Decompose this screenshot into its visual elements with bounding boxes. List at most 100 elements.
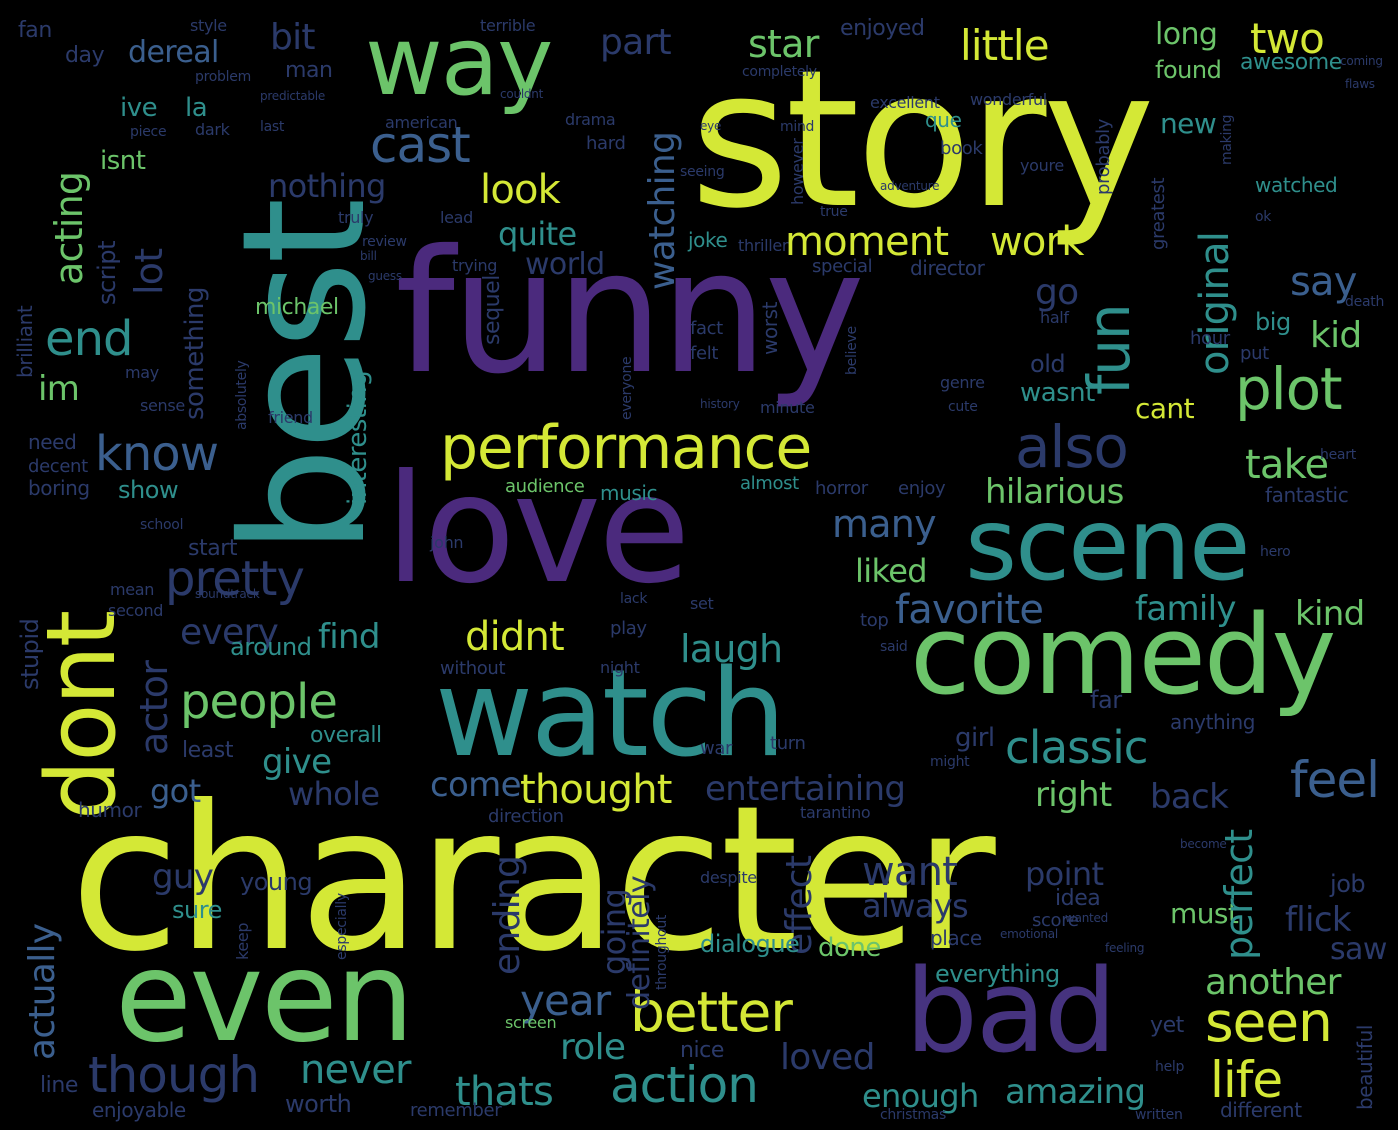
- word-ending: ending: [487, 855, 528, 975]
- word-kind: kind: [1295, 594, 1365, 634]
- word-something: something: [180, 287, 210, 420]
- word-isnt: isnt: [100, 146, 146, 176]
- word-history: history: [700, 397, 740, 411]
- word-night: night: [600, 658, 640, 677]
- word-scene: scene: [965, 486, 1251, 603]
- word-almost: almost: [740, 473, 799, 494]
- word-work: work: [990, 219, 1084, 265]
- word-story: story: [690, 29, 1155, 250]
- word-done: done: [818, 933, 881, 963]
- word-tarantino: tarantino: [800, 803, 871, 822]
- word-people: people: [180, 674, 338, 730]
- word-dont: dont: [27, 611, 137, 820]
- word-amazing: amazing: [1005, 1072, 1146, 1112]
- word-seen: seen: [1205, 990, 1333, 1054]
- word-idea: idea: [1055, 886, 1101, 911]
- word-character: character: [70, 763, 996, 996]
- word-bad: bad: [905, 945, 1117, 1079]
- word-thriller: thriller: [738, 236, 789, 255]
- word-drama: drama: [565, 110, 616, 129]
- word-absolutely: absolutely: [234, 360, 250, 430]
- word-actually: actually: [22, 923, 63, 1060]
- word-screen: screen: [505, 1013, 557, 1032]
- word-role: role: [560, 1027, 626, 1068]
- word-beautiful: beautiful: [1353, 1024, 1377, 1110]
- word-second: second: [108, 601, 164, 620]
- word-cute: cute: [948, 399, 978, 415]
- word-special: special: [812, 256, 873, 277]
- word-score: score: [1032, 910, 1079, 931]
- word-quite: quite: [498, 215, 577, 253]
- word-must: must: [1170, 897, 1239, 930]
- word-classic: classic: [1005, 721, 1149, 774]
- word-american: american: [385, 113, 458, 132]
- word-music: music: [600, 481, 658, 505]
- word-moment: moment: [785, 219, 949, 265]
- word-look: look: [480, 167, 561, 213]
- word-hilarious: hilarious: [985, 472, 1124, 512]
- word-definitely: definitely: [622, 875, 657, 1010]
- word-awesome: awesome: [1240, 50, 1342, 75]
- word-feel: feel: [1290, 751, 1380, 809]
- word-liked: liked: [855, 552, 928, 590]
- word-though: though: [88, 1046, 260, 1104]
- word-family: family: [1135, 589, 1237, 629]
- word-joke: joke: [688, 228, 728, 252]
- word-wanted: wanted: [1065, 911, 1109, 925]
- word-dereal: dereal: [128, 35, 219, 70]
- word-problem: problem: [195, 69, 251, 85]
- word-comedy: comedy: [910, 591, 1337, 719]
- word-dark: dark: [195, 120, 230, 139]
- word-ok: ok: [1255, 209, 1272, 225]
- word-john: john: [430, 533, 464, 552]
- word-feeling: feeling: [1105, 941, 1145, 955]
- word-mean: mean: [110, 580, 155, 599]
- word-become: become: [1180, 837, 1227, 851]
- word-young: young: [240, 868, 313, 896]
- word-half: half: [1040, 308, 1069, 327]
- word-yet: yet: [1150, 1013, 1184, 1038]
- word-last: last: [260, 119, 285, 135]
- word-coming: coming: [1340, 54, 1383, 68]
- word-life: life: [1210, 1051, 1283, 1109]
- word-remember: remember: [410, 1100, 502, 1121]
- word-man: man: [285, 58, 333, 83]
- word-la: la: [185, 93, 208, 123]
- word-felt: felt: [690, 343, 719, 364]
- word-greatest: greatest: [1148, 177, 1169, 250]
- word-friend: friend: [268, 408, 313, 427]
- word-another: another: [1205, 962, 1341, 1003]
- word-making: making: [1219, 114, 1235, 165]
- word-written: written: [1135, 1107, 1183, 1123]
- word-mind: mind: [780, 119, 815, 135]
- word-sequel: sequel: [480, 275, 505, 345]
- word-flaws: flaws: [1345, 77, 1375, 91]
- word-sure: sure: [172, 896, 222, 924]
- word-lot: lot: [127, 248, 171, 295]
- word-couldnt: couldnt: [500, 87, 544, 101]
- word-bill: bill: [360, 249, 377, 263]
- word-never: never: [300, 1047, 412, 1093]
- word-brilliant: brilliant: [13, 305, 37, 378]
- word-piece: piece: [130, 124, 167, 140]
- word-big: big: [1255, 308, 1291, 336]
- word-watched: watched: [1255, 173, 1338, 197]
- word-however: however: [788, 138, 807, 205]
- word-back: back: [1150, 777, 1229, 817]
- word-enjoyable: enjoyable: [92, 1098, 186, 1122]
- word-watching: watching: [642, 131, 683, 290]
- word-little: little: [960, 21, 1050, 70]
- word-wonderful: wonderful: [970, 90, 1047, 109]
- word-favorite: favorite: [895, 587, 1044, 633]
- word-sense: sense: [140, 396, 185, 415]
- word-take: take: [1245, 442, 1329, 488]
- word-keep: keep: [233, 922, 252, 960]
- word-around: around: [230, 633, 312, 661]
- word-got: got: [150, 772, 201, 810]
- word-far: far: [1090, 686, 1122, 714]
- word-interesting: interesting: [343, 370, 373, 505]
- word-even: even: [115, 925, 415, 1070]
- word-loved: loved: [780, 1037, 875, 1078]
- word-wasnt: wasnt: [1020, 378, 1095, 408]
- word-direction: direction: [488, 806, 564, 827]
